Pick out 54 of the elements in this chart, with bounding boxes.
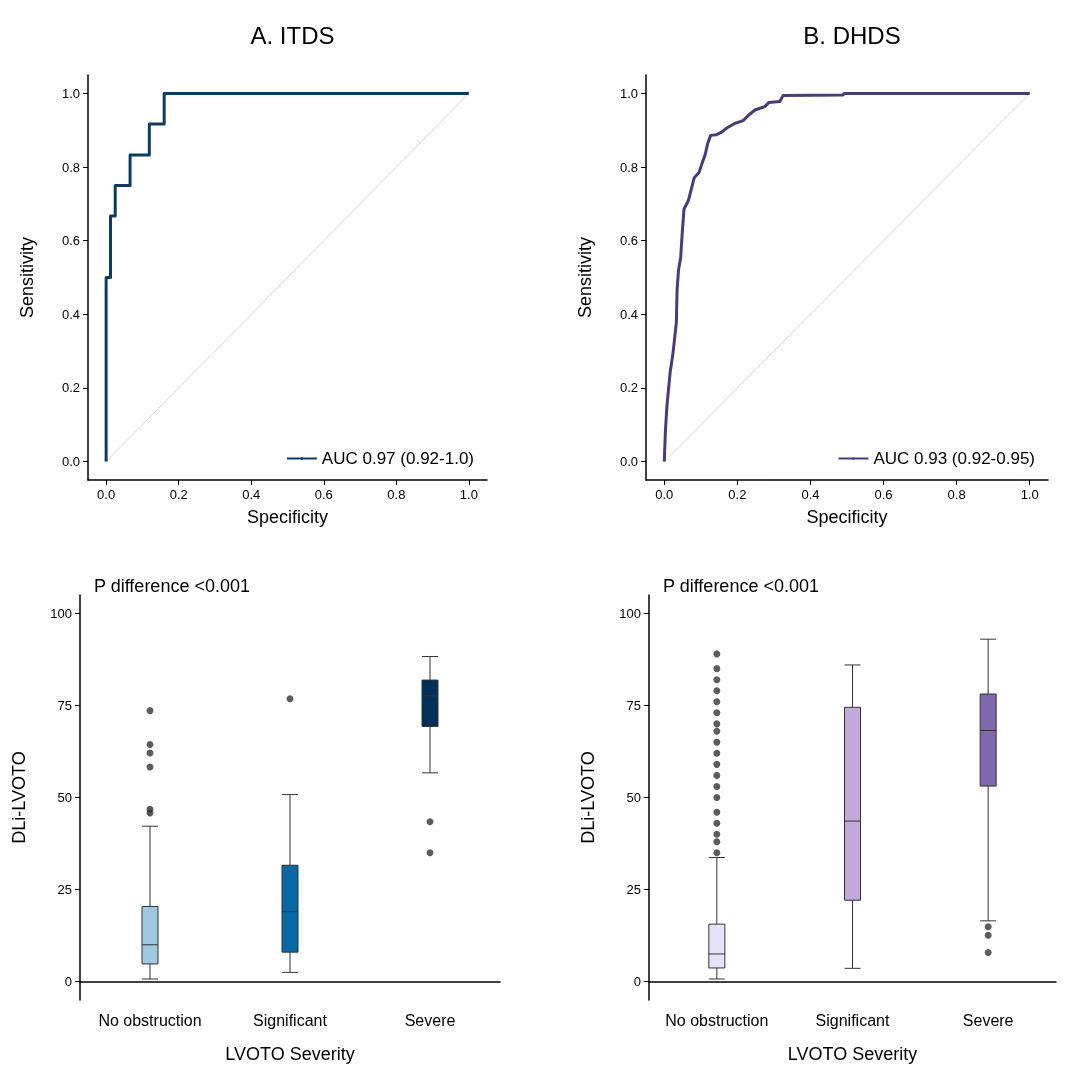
y-tick-label: 0.0 — [619, 454, 638, 470]
chart-title: B. DHDS — [803, 21, 901, 49]
x-tick-label: 0.0 — [97, 487, 116, 502]
y-tick-label: 0.6 — [619, 233, 638, 249]
x-tick-label: 0.8 — [947, 487, 966, 502]
y-axis-title: Sensitivity — [575, 236, 595, 319]
x-tick-label: 0.6 — [314, 487, 333, 502]
annotation: P difference <0.001 — [94, 576, 250, 596]
y-tick-label: 0.2 — [61, 380, 80, 396]
x-tick-label: 0.4 — [242, 487, 261, 502]
x-tick-label: Severe — [404, 1011, 456, 1029]
y-tick-label: 0.6 — [61, 233, 80, 249]
y-tick-label: 75 — [626, 697, 641, 713]
x-tick-label: 0.0 — [655, 487, 674, 502]
y-tick-label: 50 — [57, 790, 72, 805]
y-axis-title: Sensitivity — [17, 236, 37, 319]
chart-title: A. ITDS — [250, 21, 335, 49]
x-tick-label: No obstruction — [665, 1011, 769, 1029]
x-tick-label: 0.2 — [169, 487, 188, 502]
legend-label: AUC 0.97 (0.92-1.0) — [321, 449, 475, 468]
x-tick-label: 0.2 — [728, 487, 747, 502]
y-tick-label: 0.0 — [61, 454, 80, 470]
legend-label: AUC 0.93 (0.92-0.95) — [873, 449, 1036, 468]
x-tick-label: 0.4 — [801, 487, 820, 502]
y-tick-label: 0 — [633, 974, 641, 990]
x-tick-label: Severe — [962, 1011, 1014, 1029]
annotation: P difference <0.001 — [663, 576, 819, 596]
y-tick-label: 75 — [57, 697, 72, 713]
x-tick-label: 0.8 — [387, 487, 406, 502]
y-tick-label: 0.4 — [61, 306, 80, 322]
y-tick-label: 25 — [57, 882, 72, 898]
y-tick-label: 0.4 — [619, 306, 638, 322]
y-tick-label: 25 — [626, 882, 641, 898]
x-tick-label: No obstruction — [98, 1011, 202, 1029]
x-tick-label: Significant — [815, 1011, 890, 1029]
y-tick-label: 0.8 — [619, 159, 638, 175]
y-tick-label: 1.0 — [619, 85, 638, 101]
x-axis-title: Specificity — [806, 507, 888, 527]
y-axis-title: DLi-LVOTO — [9, 751, 29, 844]
y-tick-label: 0.2 — [619, 380, 638, 396]
x-tick-label: 1.0 — [1020, 487, 1039, 502]
x-axis-title: Specificity — [246, 507, 329, 527]
y-tick-label: 1.0 — [61, 85, 80, 101]
y-tick-label: 50 — [626, 790, 641, 805]
x-tick-label: 0.6 — [874, 487, 893, 502]
y-tick-label: 100 — [50, 605, 72, 621]
y-tick-label: 0 — [64, 974, 72, 990]
y-axis-title: DLi-LVOTO — [578, 751, 598, 844]
x-tick-label: Significant — [253, 1011, 328, 1029]
x-axis-title: LVOTO Severity — [787, 1044, 918, 1064]
y-tick-label: 100 — [619, 605, 641, 621]
y-tick-label: 0.8 — [61, 159, 80, 175]
x-axis-title: LVOTO Severity — [225, 1044, 355, 1064]
x-tick-label: 1.0 — [459, 487, 478, 502]
